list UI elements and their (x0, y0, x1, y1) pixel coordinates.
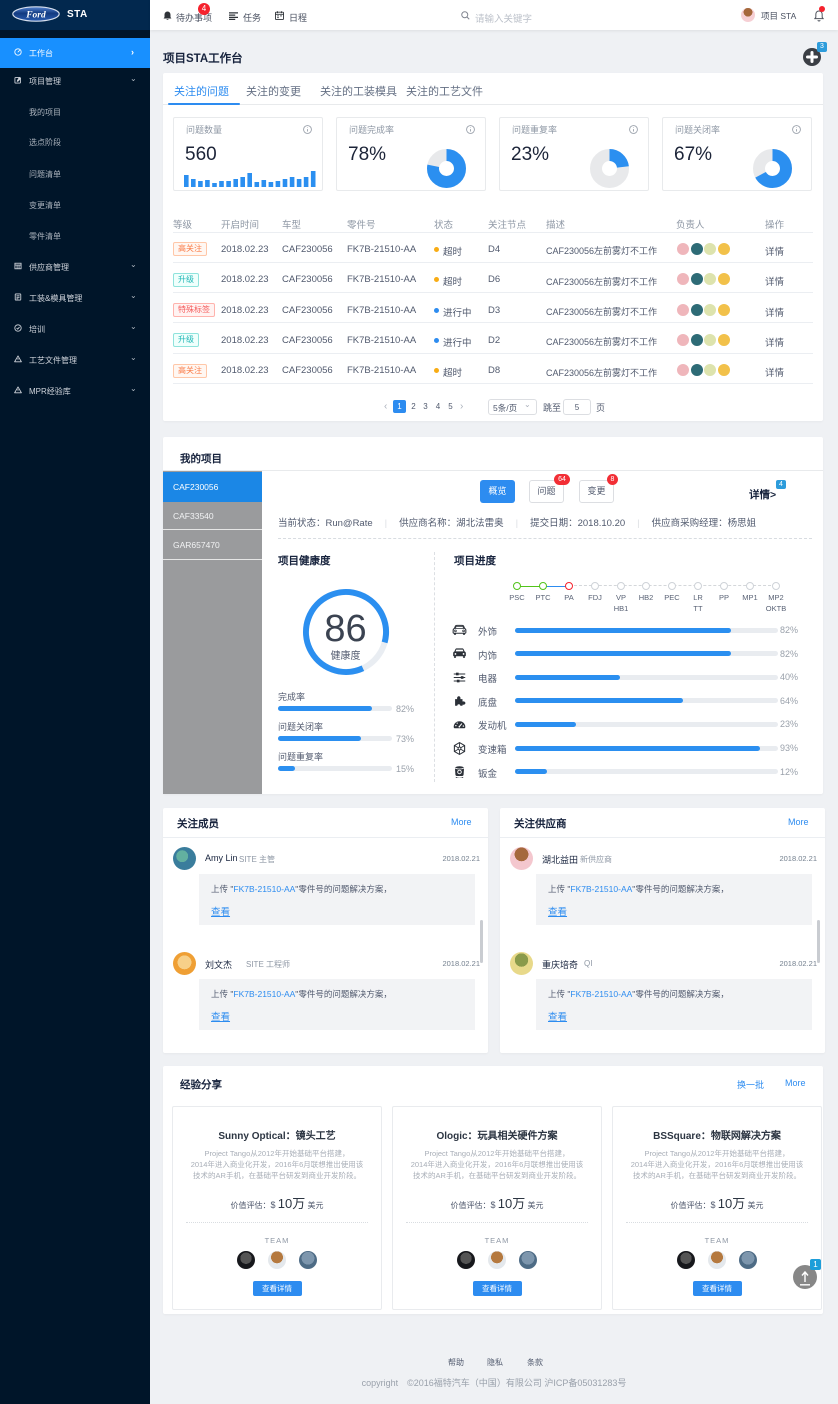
svg-text:Ford: Ford (25, 11, 46, 21)
